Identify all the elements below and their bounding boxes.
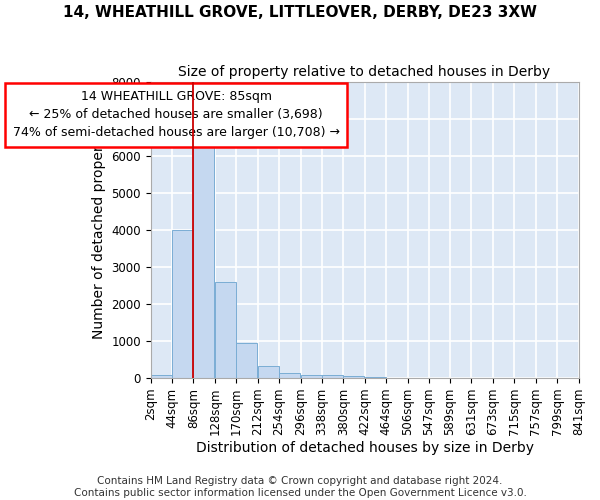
Bar [279,373,300,378]
Bar [215,282,236,378]
Y-axis label: Number of detached properties: Number of detached properties [92,120,106,339]
Bar [343,376,364,378]
Bar [172,230,193,378]
Text: Contains HM Land Registry data © Crown copyright and database right 2024.
Contai: Contains HM Land Registry data © Crown c… [74,476,526,498]
Bar [258,366,279,378]
Text: 14 WHEATHILL GROVE: 85sqm
← 25% of detached houses are smaller (3,698)
74% of se: 14 WHEATHILL GROVE: 85sqm ← 25% of detac… [13,90,340,140]
X-axis label: Distribution of detached houses by size in Derby: Distribution of detached houses by size … [196,441,533,455]
Text: 14, WHEATHILL GROVE, LITTLEOVER, DERBY, DE23 3XW: 14, WHEATHILL GROVE, LITTLEOVER, DERBY, … [63,5,537,20]
Bar [322,376,343,378]
Bar [301,375,322,378]
Title: Size of property relative to detached houses in Derby: Size of property relative to detached ho… [178,65,551,79]
Bar [236,343,257,378]
Bar [151,376,172,378]
Bar [193,134,214,378]
